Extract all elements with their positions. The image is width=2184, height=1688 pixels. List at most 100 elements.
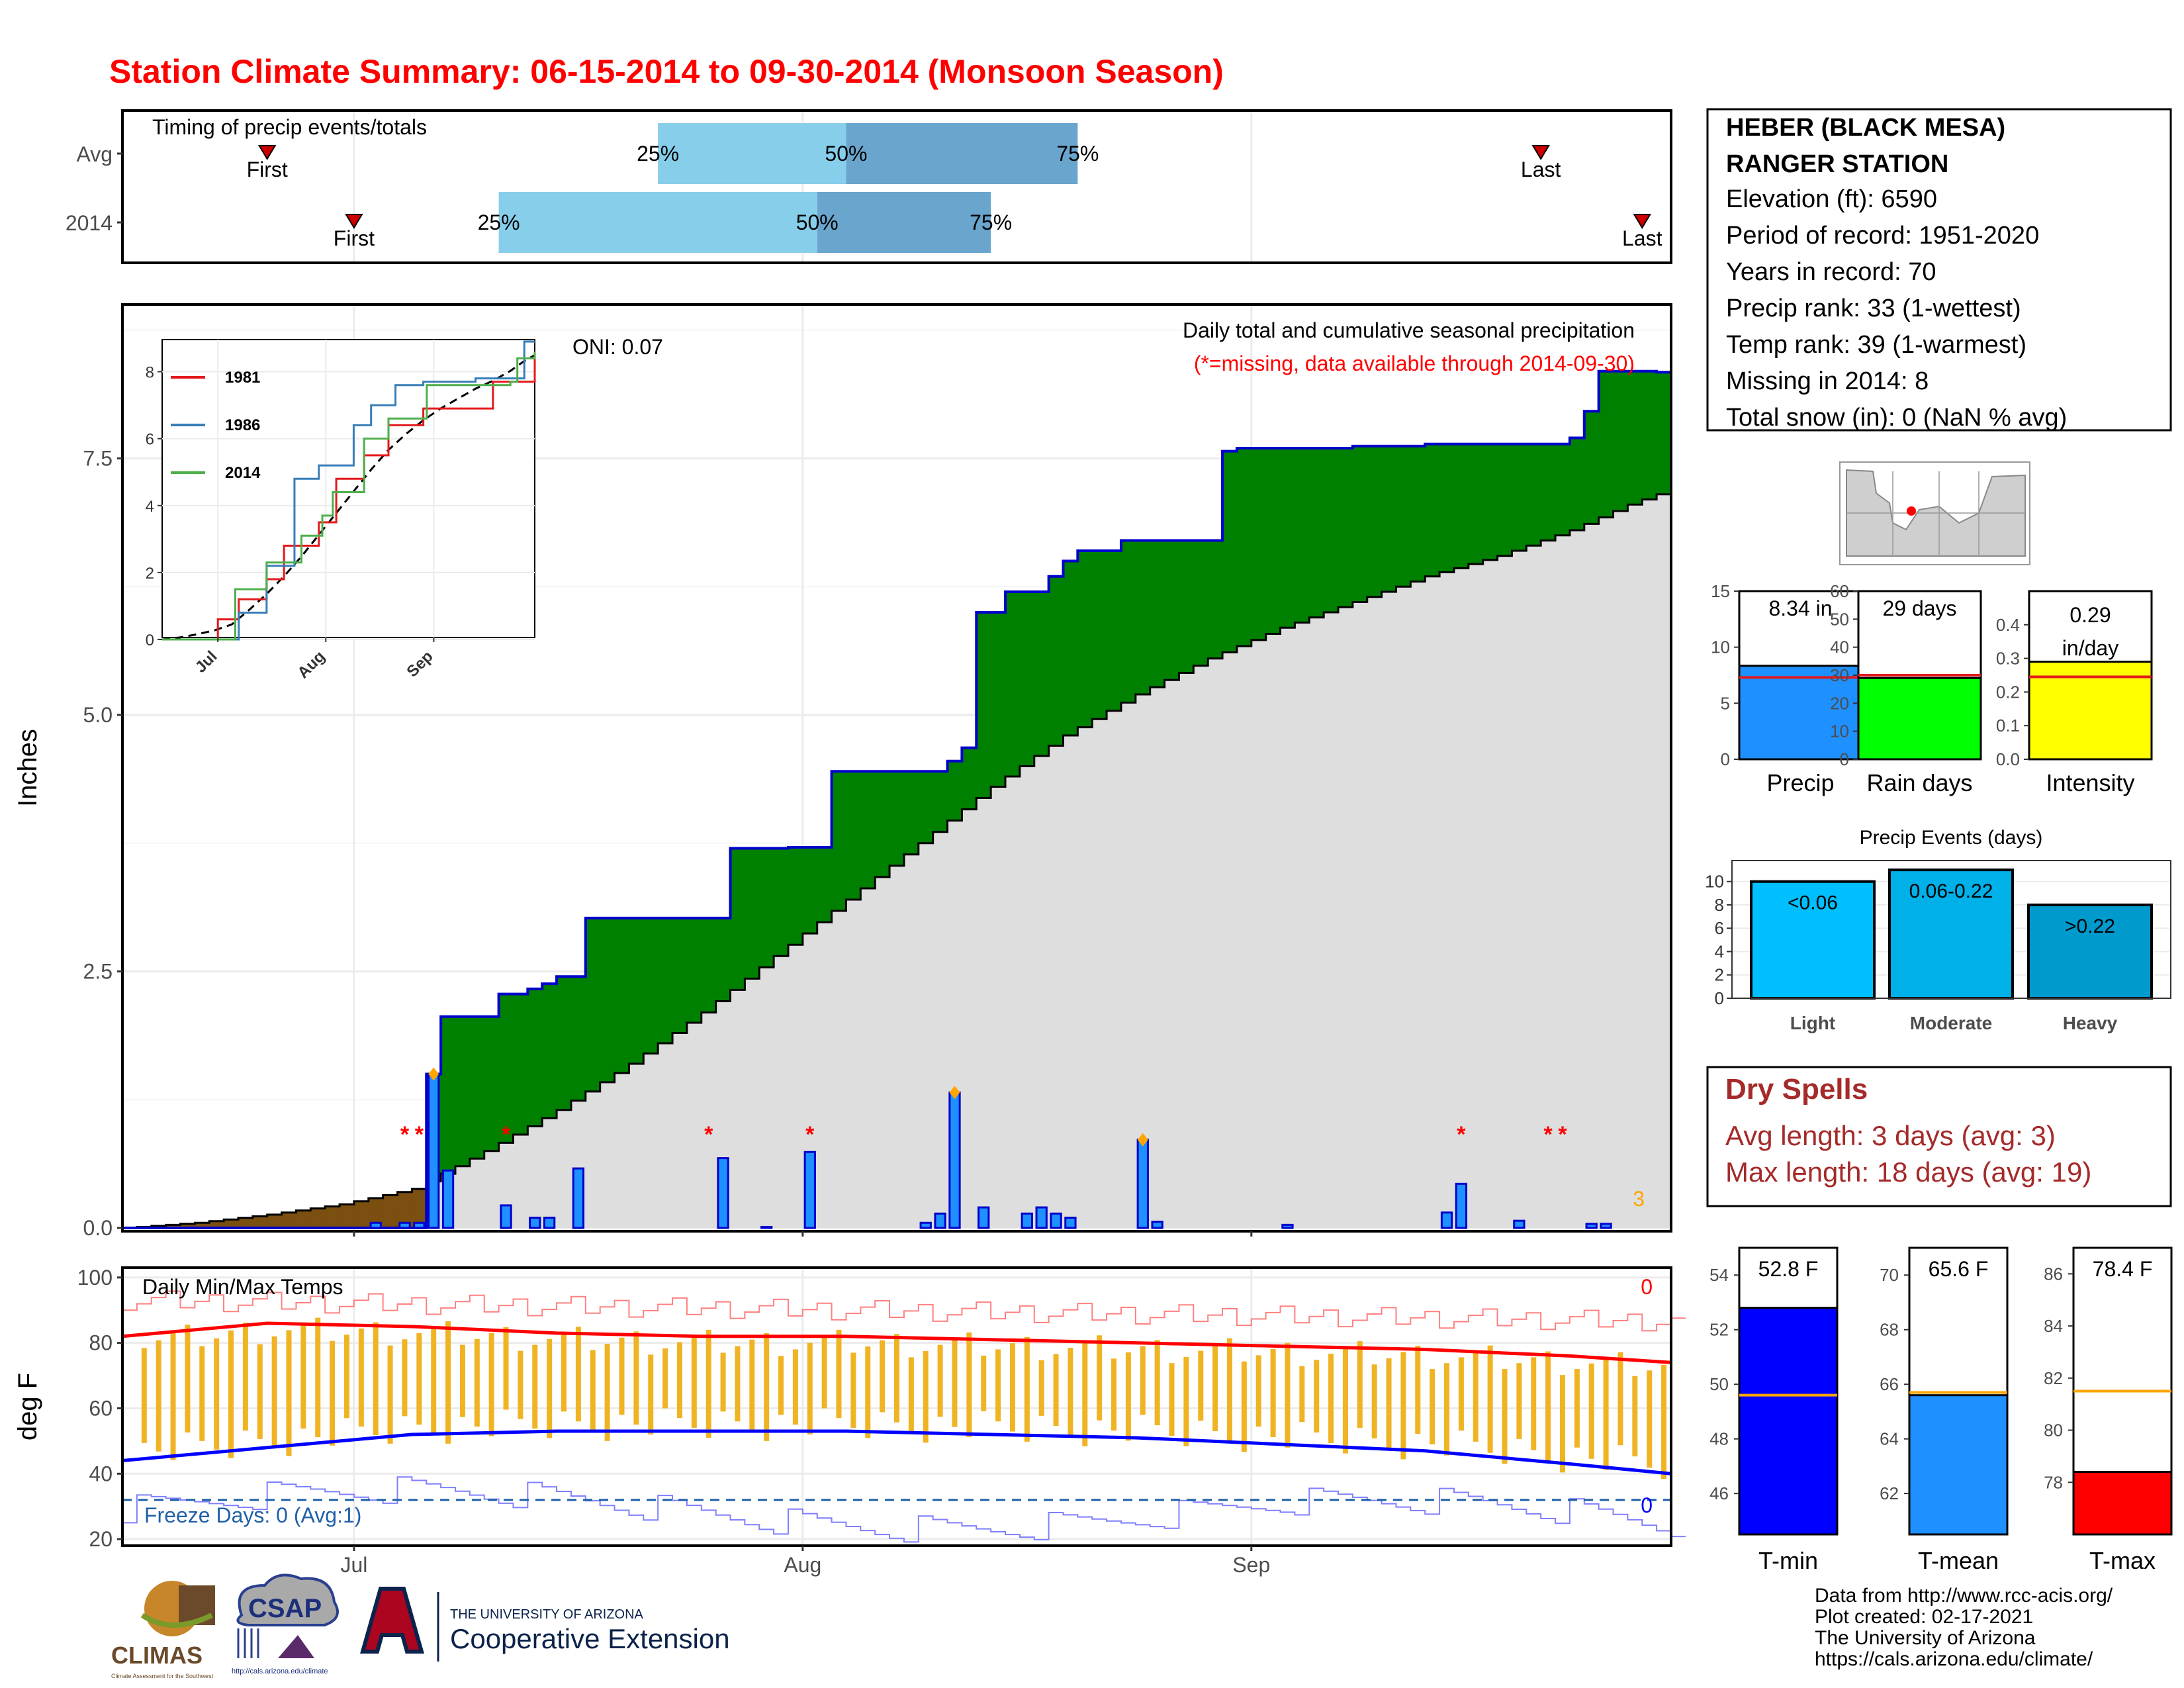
summary-bar-tick-label: 0 bbox=[1840, 749, 1849, 769]
missing-day-star: * bbox=[1457, 1122, 1466, 1147]
temp-bar-tick-label: 80 bbox=[2044, 1421, 2063, 1440]
temp-caption: Daily Min/Max Temps bbox=[142, 1275, 343, 1299]
first-marker-icon bbox=[345, 214, 363, 229]
last-marker-icon bbox=[1531, 145, 1550, 160]
summary-bar-value bbox=[1857, 677, 1982, 761]
summary-bar-value-text: 8.34 in bbox=[1768, 596, 1832, 620]
daily-precip-bar bbox=[543, 1217, 556, 1229]
precip-caption: Daily total and cumulative seasonal prec… bbox=[1183, 318, 1635, 342]
precip-events-frame bbox=[1731, 860, 2171, 999]
hot-day-count: 0 bbox=[1641, 1275, 1653, 1299]
temp-bar-tick-label: 78 bbox=[2044, 1472, 2063, 1492]
temp-x-tick-label: Jul bbox=[340, 1553, 367, 1577]
inset-y-tick-label: 0 bbox=[146, 632, 154, 649]
temp-bar-tick-label: 66 bbox=[1880, 1374, 1899, 1394]
events-y-tick-label: 8 bbox=[1715, 895, 1724, 915]
daily-precip-bar bbox=[978, 1206, 990, 1229]
inset-legend-label: 1986 bbox=[225, 416, 260, 434]
daily-precip-bar bbox=[369, 1221, 382, 1229]
temp-summary-t-min: 52.8 F T-min 46 48 50 52 54 bbox=[1709, 1246, 1839, 1574]
station-detail-line: Temp rank: 39 (1-warmest) bbox=[1726, 331, 2026, 359]
station-detail-line: Period of record: 1951-2020 bbox=[1726, 222, 2039, 250]
missing-day-star: * bbox=[415, 1122, 424, 1147]
daily-precip-bar bbox=[500, 1204, 512, 1229]
summary-bar-tick-label: 0.4 bbox=[1996, 615, 2020, 635]
timing-last-label: Last bbox=[1521, 158, 1561, 181]
events-y-tick-label: 4 bbox=[1715, 941, 1724, 961]
summary-bar-tick-label: 30 bbox=[1830, 665, 1849, 685]
summary-bar-tick-label: 0.2 bbox=[1996, 682, 2020, 702]
inset-y-tick-label: 2 bbox=[146, 565, 154, 583]
daily-precip-bar bbox=[1585, 1223, 1598, 1229]
record-high-line bbox=[122, 1290, 1686, 1332]
missing-day-star: * bbox=[400, 1122, 410, 1147]
summary-bar-tick-label: 40 bbox=[1830, 637, 1849, 657]
precip-event-category: Light bbox=[1790, 1013, 1835, 1033]
temp-bar-tick-label: 82 bbox=[2044, 1368, 2063, 1388]
footer-credit-line: The University of Arizona bbox=[1815, 1627, 2036, 1649]
temp-x-tick-label: Sep bbox=[1232, 1553, 1270, 1577]
timing-q1-box bbox=[658, 123, 846, 184]
temp-bar-value-text: 52.8 F bbox=[1758, 1257, 1819, 1281]
summary-bar-label: Intensity bbox=[2046, 769, 2134, 796]
university-a-icon bbox=[360, 1587, 424, 1654]
dry-spell-max: Max length: 18 days (avg: 19) bbox=[1725, 1156, 2091, 1188]
precip-event-bar-text: <0.06 bbox=[1788, 892, 1838, 914]
temp-bar-value-text: 78.4 F bbox=[2093, 1257, 2153, 1281]
temp-bar-tick-label: 46 bbox=[1709, 1483, 1729, 1503]
temp-bar-tick-label: 86 bbox=[2044, 1264, 2063, 1284]
climas-logo: CLIMAS Climate Assessment for the Southw… bbox=[111, 1581, 215, 1679]
freeze-day-count: 0 bbox=[1641, 1493, 1653, 1517]
precip-panel: * * * * * * * * 0.02.55.07.5 Inches ONI: 0.07 D… bbox=[13, 303, 1672, 1240]
precip-event-bar-text: >0.22 bbox=[2065, 915, 2115, 937]
summary-bar-label: Precip bbox=[1766, 769, 1834, 796]
missing-day-star: * bbox=[704, 1122, 713, 1147]
dry-spells-box: Dry Spells Avg length: 3 days (avg: 3) M… bbox=[1706, 1066, 2172, 1207]
climas-wordmark: CLIMAS bbox=[111, 1642, 203, 1669]
daily-precip-bar bbox=[1440, 1211, 1453, 1229]
summary-bar-tick-label: 60 bbox=[1830, 581, 1849, 601]
timing-q1-box bbox=[498, 192, 817, 253]
temp-y-tick-label: 20 bbox=[89, 1527, 113, 1551]
footer-credit-line: Data from http://www.rcc-acis.org/ bbox=[1815, 1585, 2113, 1607]
record-marker-icon bbox=[1137, 1133, 1148, 1147]
station-detail-line: Total snow (in): 0 (NaN % avg) bbox=[1726, 404, 2067, 432]
temp-y-tick-label: 80 bbox=[89, 1331, 113, 1355]
daily-precip-bar bbox=[717, 1157, 729, 1229]
daily-precip-bar bbox=[529, 1217, 541, 1229]
timing-p75-label: 75% bbox=[1056, 142, 1099, 165]
temp-bar-tick-label: 68 bbox=[1880, 1320, 1899, 1340]
timing-p25-label: 25% bbox=[478, 211, 520, 234]
daily-precip-bar bbox=[428, 1073, 440, 1229]
missing-day-star: * bbox=[502, 1122, 511, 1147]
ua-name: THE UNIVERSITY OF ARIZONA bbox=[450, 1607, 644, 1622]
footer-credit-line: Plot created: 02-17-2021 bbox=[1815, 1606, 2033, 1628]
precip-y-tick-label: 0.0 bbox=[83, 1216, 113, 1240]
station-name-line2: RANGER STATION bbox=[1726, 150, 1948, 178]
temp-bar-tick-label: 62 bbox=[1880, 1483, 1899, 1503]
precip-event-bar bbox=[1750, 880, 1876, 1000]
temp-bar-tick-label: 48 bbox=[1709, 1429, 1729, 1449]
cloud-icon bbox=[236, 1573, 339, 1626]
mountain-icon bbox=[278, 1635, 314, 1658]
summary-bar-tick-label: 10 bbox=[1711, 637, 1730, 657]
summary-bar-chart-precip: 8.34 in Precip 0 5 10 15 bbox=[1711, 581, 1863, 796]
map-state-borders bbox=[1846, 471, 2025, 556]
precip-y-tick-label: 5.0 bbox=[83, 703, 113, 727]
daily-precip-bar bbox=[1064, 1217, 1077, 1229]
daily-precip-bar bbox=[1050, 1212, 1062, 1229]
temp-bar-value bbox=[1908, 1394, 2009, 1536]
daily-precip-bar bbox=[1600, 1223, 1612, 1229]
temp-bar-tick-label: 64 bbox=[1880, 1429, 1899, 1449]
inset-y-tick-label: 6 bbox=[146, 431, 154, 449]
station-detail-line: Missing in 2014: 8 bbox=[1726, 367, 1929, 395]
events-y-tick-label: 0 bbox=[1715, 988, 1724, 1008]
temp-bar-value-text: 65.6 F bbox=[1929, 1257, 1989, 1281]
freeze-days-label: Freeze Days: 0 (Avg:1) bbox=[144, 1503, 361, 1527]
station-info-box: HEBER (BLACK MESA) RANGER STATION Elevat… bbox=[1706, 108, 2172, 432]
precip-y-tick-label: 7.5 bbox=[83, 447, 113, 471]
daily-precip-bar bbox=[934, 1212, 946, 1229]
timing-panel: Timing of precip events/totals Avg First L… bbox=[66, 109, 1672, 264]
